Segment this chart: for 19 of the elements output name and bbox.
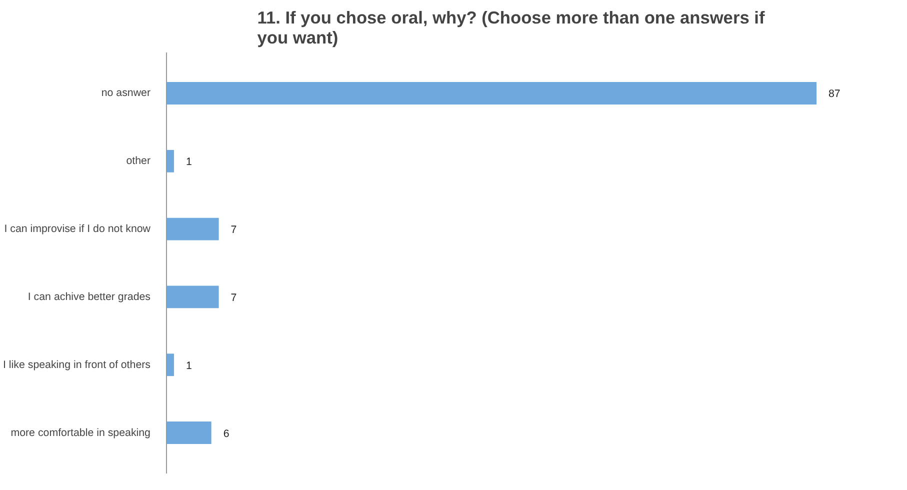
y-tick-label: more comfortable in speaking	[10, 426, 151, 439]
bar	[166, 218, 219, 240]
data-label: 7	[230, 292, 237, 304]
data-label: 87	[828, 88, 840, 100]
bar	[166, 422, 212, 444]
data-label: 6	[223, 428, 230, 440]
y-tick-label: I like speaking in front of others	[3, 358, 151, 371]
y-tick-label: no asnwer	[101, 87, 151, 100]
y-tick-label: I can achive better grades	[28, 290, 151, 303]
data-label: 1	[186, 360, 192, 372]
bar	[166, 150, 174, 172]
data-label: 7	[230, 224, 237, 236]
data-label: 1	[186, 156, 192, 168]
y-tick-label: I can improvise if I do not know	[4, 223, 151, 236]
bar	[166, 354, 174, 376]
chart-title: 11. If you chose oral, why? (Choose more than one answers if you want)	[257, 8, 765, 48]
bar	[166, 286, 219, 308]
bar	[166, 82, 816, 104]
y-tick-label: other	[126, 155, 151, 168]
